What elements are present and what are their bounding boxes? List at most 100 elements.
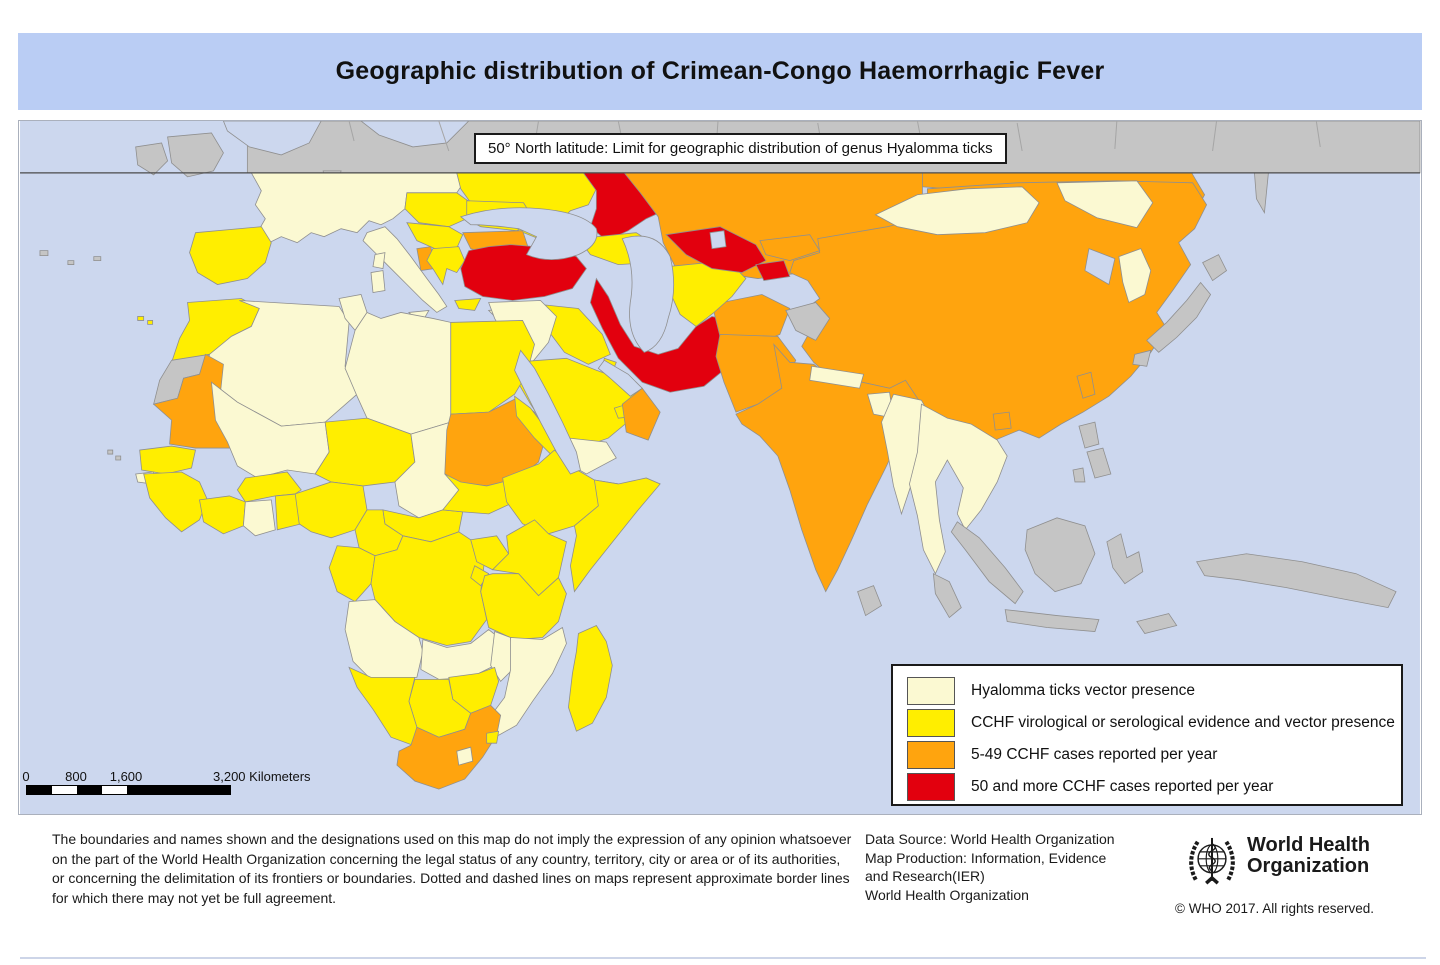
cape-verde-region [107,449,122,461]
nepal-region [809,365,865,389]
legend-swatch [907,709,955,737]
kyrgyzstan-region [759,234,821,262]
corsica-region [372,252,386,270]
scale-bar-segment [102,786,127,794]
red-sea-region [514,349,581,475]
black-sea-region [459,207,598,260]
sumatra-region [950,521,1024,605]
canary-islands-region [137,316,154,325]
gabon-congo-region [328,545,376,603]
legend-swatch [907,741,955,769]
new-guinea-region [1195,553,1397,609]
sulawesi-region [1106,533,1144,585]
page-title: Geographic distribution of Crimean-Congo… [335,57,1105,85]
indochina-region [909,403,1008,575]
who-wordmark: World Health Organization [1247,835,1370,877]
mali-region [210,381,330,479]
malay-peninsula-region [932,573,962,619]
legend-item: CCHF virological or serological evidence… [907,708,1401,738]
ne-china-region [1056,180,1154,229]
copyright-text: © WHO 2017. All rights reserved. [1175,901,1375,916]
legend-swatch [907,773,955,801]
disclaimer-line: for which there may not yet be full agre… [52,889,337,906]
legend-label: 5-49 CCHF cases reported per year [971,746,1218,763]
mozambique-region [486,626,567,736]
scale-bar-segment [77,786,102,794]
madagascar-region [568,625,613,732]
great-britain-region [167,132,224,178]
caspian-sea-region [621,235,675,353]
malawi-region [490,630,514,683]
aral-sea-region [709,230,727,250]
map-area: 50° North latitude: Limit for geographic… [18,120,1422,815]
legend: Hyalomma ticks vector presence CCHF virol… [891,664,1403,806]
korea-region [1118,248,1152,304]
timor-region [1136,613,1178,634]
scale-bar: 3,200 Kilometers 0 800 1,600 [22,769,326,799]
legend-label: Hyalomma ticks vector presence [971,682,1195,699]
rwanda-burundi-region [470,565,490,587]
legend-label: CCHF virological or serological evidence… [971,714,1395,731]
disclaimer-line: or concerning the delimitation of its fr… [52,870,850,886]
niger-region [314,417,416,487]
data-source-line: World Health Organization [865,886,1029,903]
swaziland-region [486,730,500,744]
java-region [1004,609,1100,632]
bohai-sea-region [1084,248,1116,286]
who-wordmark-line2: Organization [1247,855,1370,877]
sardinia-region [370,270,386,293]
latitude-annotation: 50° North latitude: Limit for geographic… [474,133,1007,164]
legend-label: 50 and more CCHF cases reported per year [971,778,1274,795]
legend-item: 5-49 CCHF cases reported per year [907,740,1401,770]
data-source-text: Data Source: World Health Organization Ma… [865,830,1165,904]
title-bar: Geographic distribution of Crimean-Congo… [18,33,1422,110]
tanzania-region [480,573,567,640]
japan-hokkaido-region [1202,254,1228,282]
scale-bar-segment [127,786,230,794]
legend-item: Hyalomma ticks vector presence [907,676,1401,706]
who-wordmark-line1: World Health [1247,834,1370,856]
persian-gulf-region [597,359,643,397]
ghana-region [242,499,276,537]
south-sudan-region [442,473,520,515]
central-europe-region [404,192,472,228]
iberia-region [189,226,272,285]
angola-region [344,599,424,680]
japan-kyushu-region [1132,349,1152,367]
scale-bar-segment [27,786,52,794]
scale-tick-label: 1,600 [109,769,143,784]
scale-tick-label: 0 [22,769,30,784]
baltic-sea-region [360,121,470,148]
data-source-line: and Research(IER) [865,868,985,884]
legend-item: 50 and more CCHF cases reported per year [907,772,1401,802]
philippines-region [1072,421,1112,483]
atlantic-islets-region [39,250,102,265]
japan-honshu-region [1146,281,1212,353]
legend-swatch [907,677,955,705]
senegal-region [139,445,196,475]
bottom-divider-line [20,957,1426,959]
scale-strip [26,785,231,795]
scale-end-label: 3,200 Kilometers [213,769,311,784]
footer: The boundaries and names shown and the d… [0,815,1440,965]
greece-region [426,246,466,286]
ireland-region [135,142,169,176]
data-source-line: Data Source: World Health Organization [865,831,1115,847]
scale-labels: 3,200 Kilometers 0 800 1,600 [22,769,326,784]
lesotho-region [456,746,474,766]
saudi-arabia-region [512,357,643,451]
north-sea-region [223,121,322,156]
scale-bar-segment [52,786,77,794]
kashmir-region [785,302,831,341]
somalia-region [570,477,661,593]
borneo-region [1024,517,1096,593]
disclaimer-line: on the part of the World Health Organiza… [52,850,841,867]
sri-lanka-region [857,585,883,617]
who-logo-icon [1189,837,1235,885]
disclaimer-line: The boundaries and names shown and the d… [52,831,852,847]
data-source-line: Map Production: Information, Evidence [865,849,1107,866]
hainan-region [992,411,1012,431]
guinea-coast-region [143,471,208,533]
mongolia-region [874,186,1040,236]
scale-tick-label: 800 [65,769,87,784]
